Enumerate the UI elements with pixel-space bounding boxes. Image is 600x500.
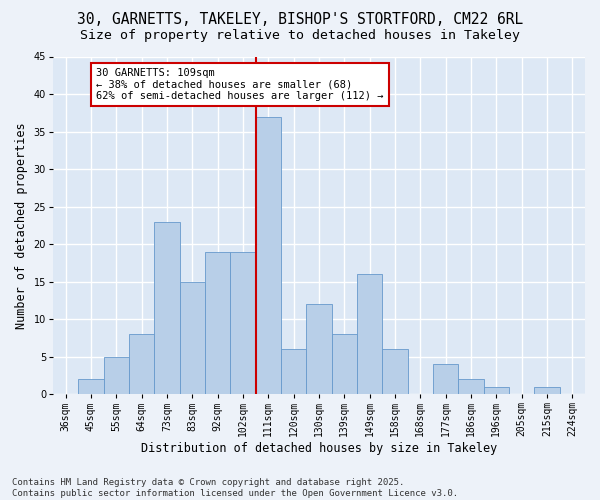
Bar (256, 116, 281, 394)
Bar (382, 349, 407, 394)
Bar (332, 334, 357, 394)
Bar (307, 304, 332, 394)
Text: 30, GARNETTS, TAKELEY, BISHOP'S STORTFORD, CM22 6RL: 30, GARNETTS, TAKELEY, BISHOP'S STORTFOR… (77, 12, 523, 28)
Bar (535, 386, 560, 394)
Bar (205, 252, 230, 394)
Bar (129, 334, 154, 394)
Bar (104, 356, 129, 394)
Text: Contains HM Land Registry data © Crown copyright and database right 2025.
Contai: Contains HM Land Registry data © Crown c… (12, 478, 458, 498)
Y-axis label: Number of detached properties: Number of detached properties (15, 122, 28, 328)
Bar (179, 282, 205, 394)
Bar (230, 252, 256, 394)
X-axis label: Distribution of detached houses by size in Takeley: Distribution of detached houses by size … (141, 442, 497, 455)
Bar (458, 379, 484, 394)
Bar (154, 222, 179, 394)
Bar (281, 349, 307, 394)
Text: Size of property relative to detached houses in Takeley: Size of property relative to detached ho… (80, 29, 520, 42)
Bar (79, 379, 104, 394)
Bar (357, 274, 382, 394)
Text: 30 GARNETTS: 109sqm
← 38% of detached houses are smaller (68)
62% of semi-detach: 30 GARNETTS: 109sqm ← 38% of detached ho… (96, 68, 383, 101)
Bar (484, 386, 509, 394)
Bar (433, 364, 458, 394)
